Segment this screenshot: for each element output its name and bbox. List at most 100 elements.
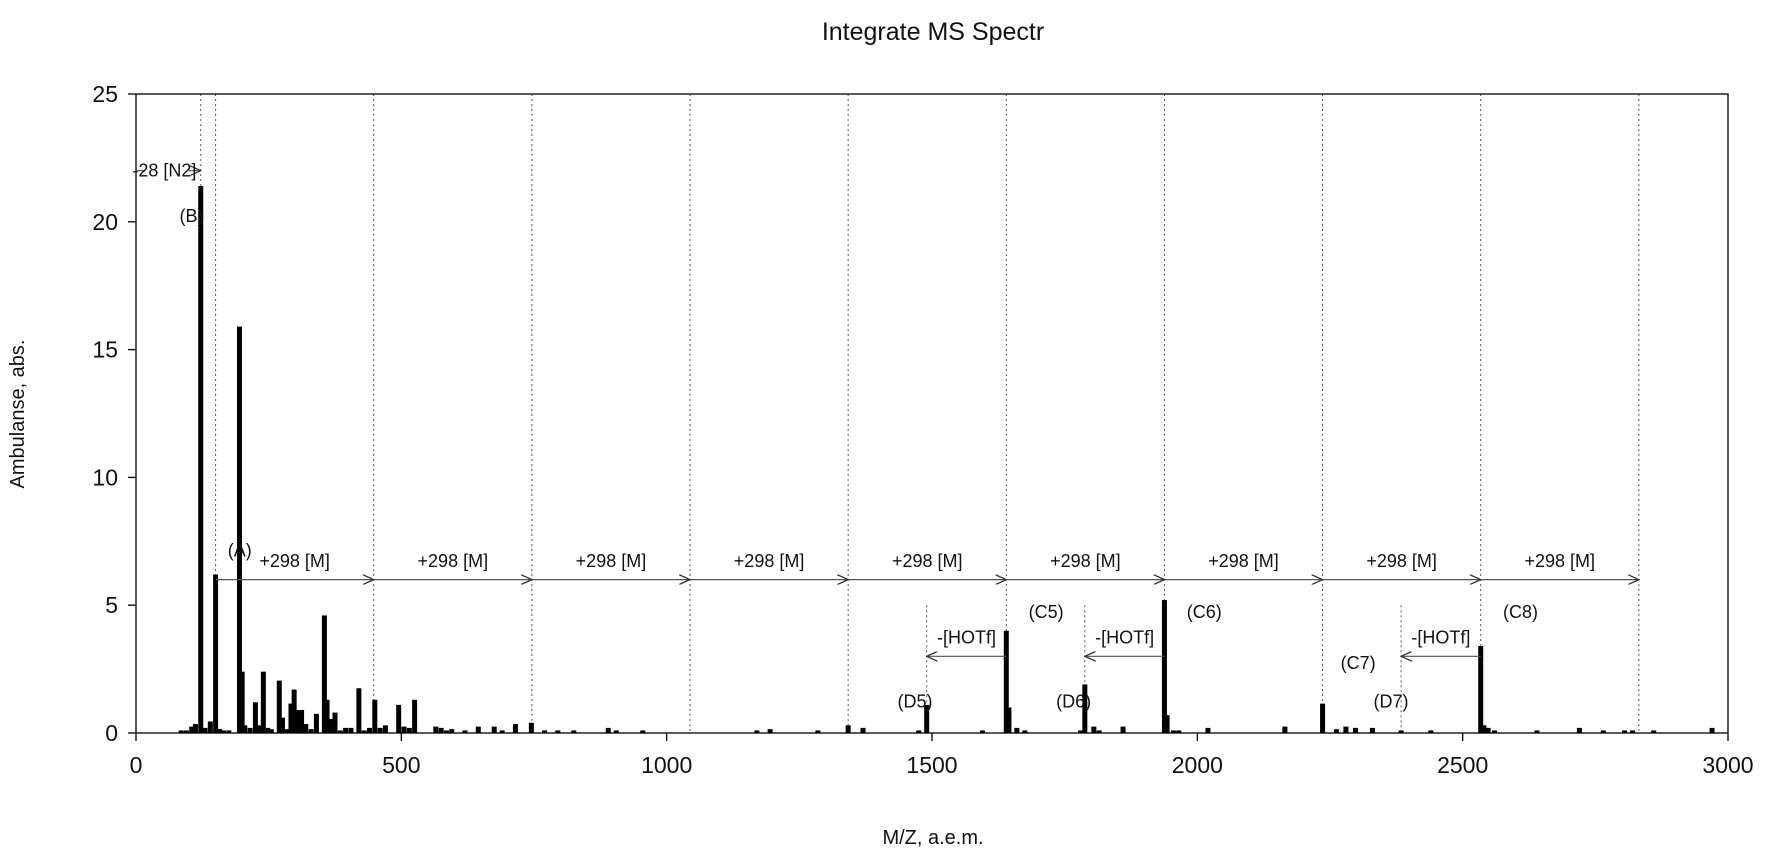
peak-bar bbox=[256, 725, 262, 733]
peak-bar bbox=[401, 726, 407, 733]
x-tick-label: 2500 bbox=[1437, 752, 1488, 778]
mass-step-label: +298 [M] bbox=[1525, 551, 1596, 571]
y-tick-label: 0 bbox=[105, 720, 118, 746]
peak-label: (D6) bbox=[1056, 691, 1091, 711]
x-tick-label: 500 bbox=[382, 752, 420, 778]
mass-step-label: +298 [M] bbox=[259, 551, 330, 571]
y-axis-label: Ambulanse, abs. bbox=[7, 340, 29, 489]
peak-bar bbox=[332, 712, 338, 733]
peak-bar bbox=[192, 724, 198, 733]
peak-bar bbox=[1006, 707, 1012, 733]
peak-bar bbox=[202, 727, 208, 733]
peak-bar bbox=[528, 722, 534, 733]
plot-area: 0 500 1000 1500 2000 2500 3000 0 5 10 15 20 25 +298 [… bbox=[92, 81, 1753, 778]
peak-bar bbox=[337, 730, 343, 733]
peak-bar bbox=[1622, 730, 1628, 733]
peak-label: (D5) bbox=[898, 691, 933, 711]
plot-frame bbox=[135, 93, 1729, 734]
y-tick-label: 25 bbox=[92, 81, 118, 107]
peak-bar bbox=[443, 730, 449, 733]
mass-step-label: +298 [M] bbox=[1208, 551, 1279, 571]
peak-bar bbox=[284, 729, 290, 733]
peak-bar bbox=[382, 725, 388, 733]
peak-bar bbox=[1096, 730, 1102, 733]
peak-bar bbox=[571, 730, 577, 733]
peak-bar bbox=[303, 724, 309, 733]
peak-bar bbox=[860, 727, 866, 733]
mass-step-label: +298 [M] bbox=[1366, 551, 1437, 571]
mass-step-label: +298 [M] bbox=[418, 551, 489, 571]
loss-step-label: -[HOTf] bbox=[937, 628, 996, 648]
peak-bar bbox=[512, 724, 518, 733]
peak-bar bbox=[1022, 730, 1028, 733]
y-tick-label: 20 bbox=[92, 209, 118, 235]
peak-bar bbox=[412, 699, 418, 733]
peak-bar bbox=[226, 730, 232, 733]
peak-bar bbox=[1478, 646, 1484, 733]
peak-bar bbox=[343, 727, 349, 733]
peak-bar bbox=[313, 713, 319, 733]
peak-bar bbox=[475, 726, 481, 733]
peak-bar bbox=[1176, 730, 1182, 733]
x-tick-label: 2000 bbox=[1172, 752, 1223, 778]
peak-bar bbox=[640, 730, 646, 733]
peak-bar bbox=[396, 704, 402, 733]
peak-bar bbox=[449, 729, 455, 733]
peak-bar bbox=[1282, 726, 1288, 733]
peak-bar bbox=[1343, 726, 1349, 733]
peak-bar bbox=[1120, 726, 1126, 733]
peak-bar bbox=[356, 688, 362, 733]
x-tick-label: 3000 bbox=[1702, 752, 1753, 778]
peak-bar bbox=[324, 699, 330, 733]
peak-bar bbox=[916, 730, 922, 733]
mass-step-label: +298 [M] bbox=[892, 551, 963, 571]
peak-label: (C6) bbox=[1187, 602, 1222, 622]
peak-bar bbox=[1320, 703, 1326, 733]
peak-label: (A) bbox=[228, 541, 252, 561]
peak-bar bbox=[605, 727, 611, 733]
peak-label: (C5) bbox=[1029, 602, 1064, 622]
peak-bar bbox=[252, 702, 258, 733]
x-axis-label: M/Z, a.e.m. bbox=[882, 827, 983, 849]
peak-bar bbox=[1428, 730, 1434, 733]
peak-bar bbox=[189, 726, 195, 733]
peak-bar bbox=[462, 730, 468, 733]
peak-bar bbox=[361, 730, 367, 733]
peak-bar bbox=[406, 727, 412, 733]
peak-bar bbox=[1629, 730, 1635, 733]
peak-bar bbox=[1576, 727, 1582, 733]
peak-bar bbox=[265, 727, 271, 733]
peak-bar bbox=[1003, 630, 1009, 733]
y-tick-label: 10 bbox=[92, 464, 118, 490]
peak-bar bbox=[613, 730, 619, 733]
peak-bar bbox=[1398, 730, 1404, 733]
peak-bar bbox=[321, 615, 327, 733]
y-tick-label: 5 bbox=[105, 592, 118, 618]
peak-bar bbox=[279, 717, 285, 733]
peak-bar bbox=[845, 725, 851, 733]
peak-bar bbox=[260, 671, 266, 733]
peak-bar bbox=[1205, 727, 1211, 733]
peak-bar bbox=[979, 730, 985, 733]
peak-bar bbox=[221, 730, 227, 733]
peak-bar bbox=[1014, 727, 1020, 733]
peak-bar bbox=[767, 729, 773, 733]
peak-bar bbox=[372, 699, 378, 733]
peak-bar bbox=[1492, 730, 1498, 733]
peak-bar bbox=[924, 704, 930, 733]
peak-bar bbox=[1600, 730, 1606, 733]
peak-bar bbox=[1481, 725, 1487, 733]
peak-bar bbox=[1485, 727, 1491, 733]
peak-bar bbox=[815, 730, 821, 733]
peak-bar bbox=[491, 726, 497, 733]
peak-bar bbox=[348, 727, 354, 733]
peak-bar bbox=[1534, 730, 1540, 733]
peak-bar bbox=[236, 326, 242, 733]
peak-bar bbox=[542, 730, 548, 733]
x-tick-label: 0 bbox=[130, 752, 143, 778]
mass-step-label: +298 [M] bbox=[734, 551, 805, 571]
peak-bar bbox=[242, 725, 248, 733]
peak-label: (C8) bbox=[1503, 602, 1538, 622]
peak-bar bbox=[247, 727, 253, 733]
